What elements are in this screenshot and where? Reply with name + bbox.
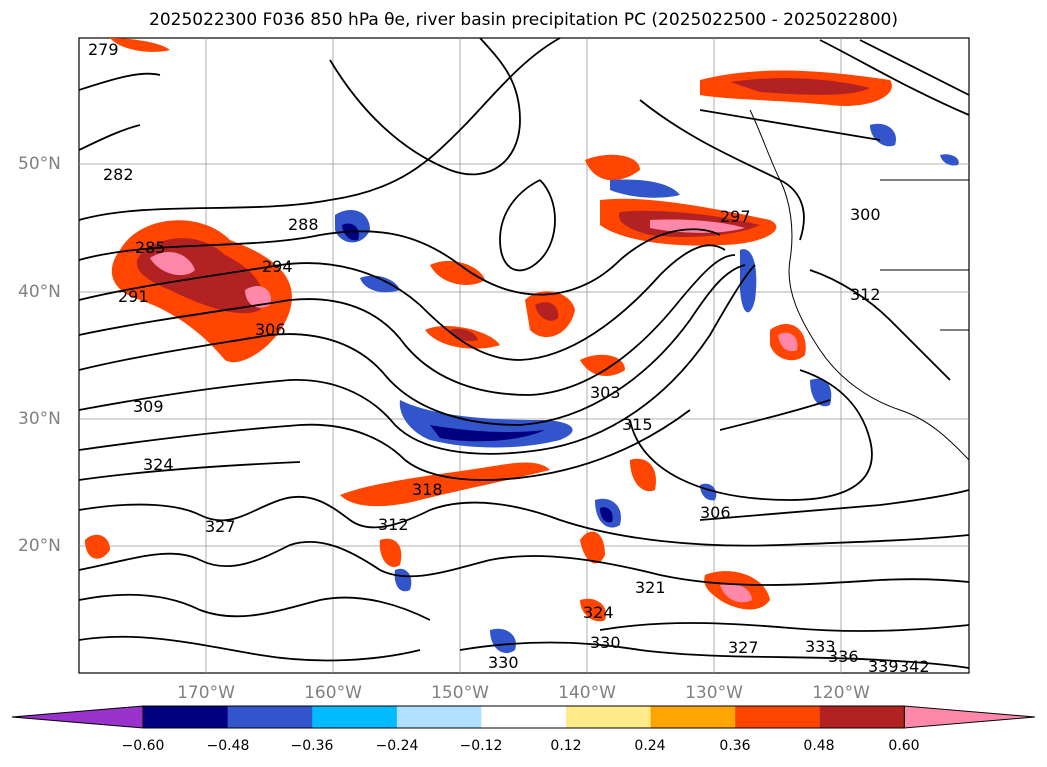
contour-label: 303 bbox=[590, 383, 621, 402]
contour-label: 291 bbox=[118, 287, 149, 306]
contour-label: 321 bbox=[635, 578, 666, 597]
contour-label: 318 bbox=[412, 480, 443, 499]
contour-label: 330 bbox=[488, 653, 519, 672]
colorbar-segment bbox=[227, 706, 313, 728]
contour-label: 279 bbox=[88, 40, 119, 59]
lon-label: 120°W bbox=[812, 683, 870, 703]
colorbar-extend-low bbox=[11, 705, 144, 729]
colorbar-segment bbox=[396, 706, 482, 728]
contour-label: 285 bbox=[135, 238, 166, 257]
contour-label: 339 bbox=[868, 657, 899, 676]
lat-label: 20°N bbox=[18, 536, 61, 556]
contour-label: 306 bbox=[255, 320, 286, 339]
colorbar-tick: −0.36 bbox=[290, 738, 334, 754]
precip-shading bbox=[85, 38, 959, 654]
colorbar-tick: 0.12 bbox=[550, 738, 582, 754]
lon-label: 130°W bbox=[685, 683, 743, 703]
contour-label: 312 bbox=[378, 515, 409, 534]
colorbar-extend-high bbox=[903, 705, 1036, 729]
contour-label: 330 bbox=[590, 633, 621, 652]
contour-label: 342 bbox=[899, 657, 930, 676]
colorbar-tick: 0.36 bbox=[719, 738, 751, 754]
contour-label: 300 bbox=[850, 205, 881, 224]
contour-label: 333 bbox=[805, 637, 836, 656]
colorbar-segment bbox=[650, 706, 736, 728]
theta-e-contours bbox=[78, 37, 970, 669]
lat-label: 50°N bbox=[18, 154, 61, 174]
colorbar-tick: 0.24 bbox=[634, 738, 666, 754]
contour-label: 282 bbox=[103, 165, 134, 184]
contour-label: 336 bbox=[828, 647, 859, 666]
contour-label: 309 bbox=[133, 397, 164, 416]
lon-label: 170°W bbox=[177, 683, 235, 703]
colorbar-segment bbox=[735, 706, 821, 728]
colorbar-tick: −0.24 bbox=[375, 738, 419, 754]
contour-label: 297 bbox=[720, 207, 751, 226]
colorbar-segment bbox=[481, 706, 567, 728]
colorbar-segment bbox=[819, 706, 905, 728]
contour-labels: 279 282 285 288 291 294 297 300 303 306 … bbox=[88, 40, 930, 676]
contour-label: 306 bbox=[700, 503, 731, 522]
contour-label: 324 bbox=[583, 603, 614, 622]
lat-label: 40°N bbox=[18, 282, 61, 302]
colorbar-tick: −0.48 bbox=[206, 738, 250, 754]
contour-label: 294 bbox=[262, 257, 293, 276]
colorbar-segment bbox=[566, 706, 652, 728]
lon-label: 140°W bbox=[558, 683, 616, 703]
coastline bbox=[749, 109, 970, 461]
colorbar-frame bbox=[142, 705, 905, 729]
contour-label: 327 bbox=[205, 517, 236, 536]
colorbar-tick: −0.60 bbox=[121, 738, 165, 754]
colorbar-tick: 0.48 bbox=[803, 738, 835, 754]
colorbar-segment bbox=[312, 706, 398, 728]
contour-label: 324 bbox=[143, 455, 174, 474]
lat-label: 30°N bbox=[18, 409, 61, 429]
colorbar-tick: 0.60 bbox=[888, 738, 920, 754]
map-title: 2025022300 F036 850 hPa θe, river basin … bbox=[149, 10, 898, 30]
contour-label: 315 bbox=[622, 415, 653, 434]
colorbar-segment bbox=[143, 706, 229, 728]
lon-label: 150°W bbox=[431, 683, 489, 703]
contour-label: 312 bbox=[850, 285, 881, 304]
colorbar-tick: −0.12 bbox=[459, 738, 503, 754]
lon-label: 160°W bbox=[304, 683, 362, 703]
contour-label: 327 bbox=[728, 638, 759, 657]
contour-label: 288 bbox=[288, 215, 319, 234]
